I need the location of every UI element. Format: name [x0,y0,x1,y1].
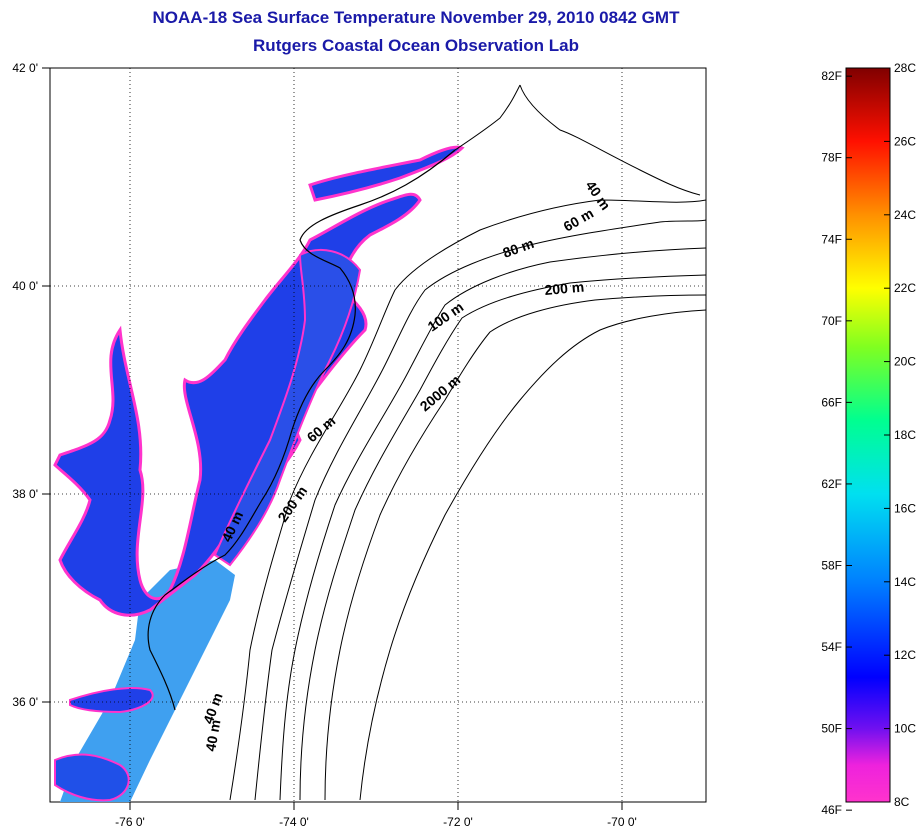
lat-label-38: 38 0' [12,487,38,501]
colorbar-celsius-label: 14C [894,575,916,589]
colorbar-fahrenheit-label: 46F [821,803,842,817]
colorbar-fahrenheit-label: 54F [821,640,842,654]
colorbar-fahrenheit-label: 74F [821,232,842,246]
colorbar-celsius-label: 10C [894,722,916,736]
lat-label-42: 42 0' [12,61,38,75]
frame-ticks [42,67,623,810]
sst-albemarle-sound [69,687,154,714]
colorbar-fahrenheit-label: 66F [821,395,842,409]
colorbar-fahrenheit-label: 58F [821,558,842,572]
sst-long-island-sound [308,145,465,202]
colorbar-celsius-label: 16C [894,501,916,515]
contour-label-200m-ne: 200 m [544,279,585,298]
lat-label-40: 40 0' [12,279,38,293]
contour-80m [279,247,706,801]
colorbar-fahrenheit-label: 78F [821,151,842,165]
colorbar-fahrenheit-label: 62F [821,477,842,491]
contour-label-40m-south: 40 m [202,718,223,752]
lat-label-36: 36 0' [12,695,38,709]
contour-60m [254,219,706,801]
colorbar [845,67,891,803]
map-subtitle: Rutgers Coastal Ocean Observation Lab [253,36,579,55]
coastline [147,149,456,711]
lon-label-74: -74 0' [279,815,309,829]
lon-label-70: -70 0' [607,815,637,829]
colorbar-fahrenheit-label: 70F [821,314,842,328]
colorbar-celsius-label: 20C [894,355,916,369]
contour-2000m [359,309,706,801]
colorbar-celsius-label: 28C [894,61,916,75]
colorbar-celsius-label: 18C [894,428,916,442]
contour-40m [229,199,706,801]
map-title: NOAA-18 Sea Surface Temperature November… [152,8,680,27]
colorbar-fahrenheit-label: 50F [821,722,842,736]
sst-swath-lower [60,560,235,802]
contour-100m [299,274,706,801]
map-content: 40 m 60 m 80 m 200 m 100 m 2000 m 60 m 2… [50,68,706,802]
colorbar-ticks: 28C 26C 24C 22C 20C 18C 16C 14C 12C 10C 8C 82F 78F 74… [821,61,916,817]
new-england-coast [454,84,701,196]
colorbar-celsius-label: 26C [894,134,916,148]
sst-pamlico-sound [54,753,130,802]
colorbar-celsius-label: 8C [894,795,910,809]
colorbar-celsius-label: 24C [894,208,916,222]
graticule [50,68,706,802]
lon-label-76: -76 0' [115,815,145,829]
contour-200m [324,294,706,801]
lon-label-72: -72 0' [443,815,473,829]
colorbar-fahrenheit-label: 82F [821,69,842,83]
colorbar-celsius-label: 22C [894,281,916,295]
colorbar-celsius-label: 12C [894,648,916,662]
